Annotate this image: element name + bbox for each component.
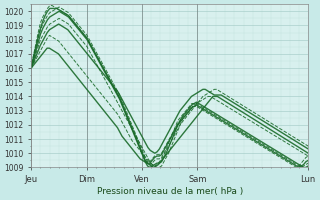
X-axis label: Pression niveau de la mer( hPa ): Pression niveau de la mer( hPa )	[97, 187, 243, 196]
